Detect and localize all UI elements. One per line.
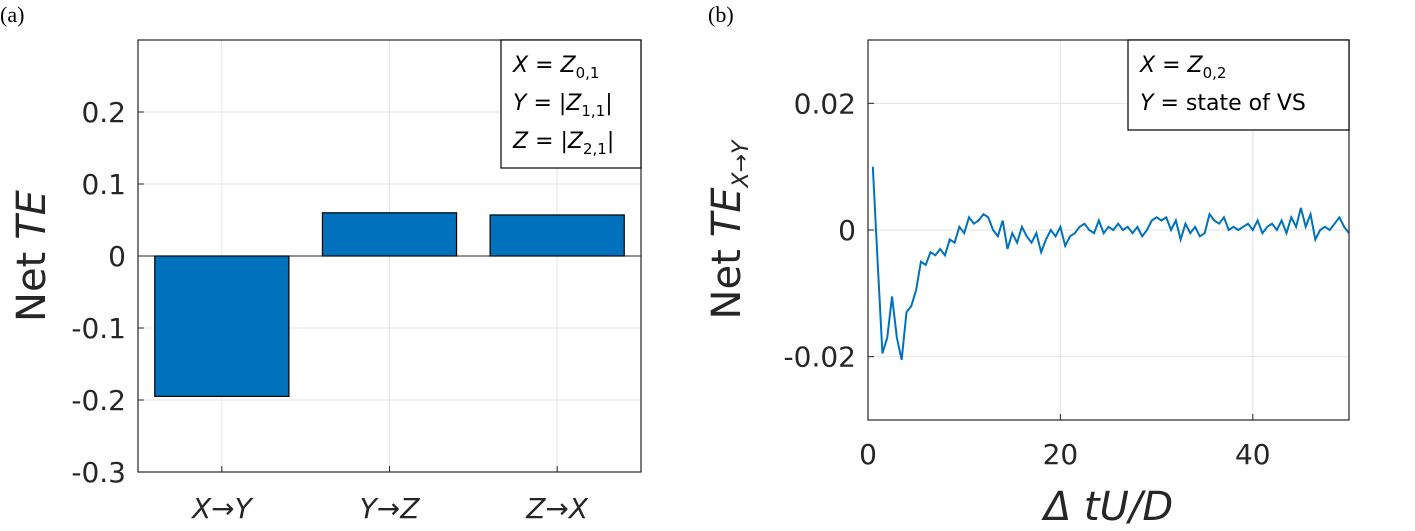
y-label-italic: TE bbox=[9, 189, 55, 239]
panel-label: (a) bbox=[0, 2, 24, 27]
line bbox=[871, 166, 1350, 361]
x-tick-label: 20 bbox=[1043, 438, 1079, 471]
y-tick-label: 0.1 bbox=[81, 168, 126, 201]
annotation: X = Z0,2 bbox=[1139, 53, 1226, 82]
x-tick-label: Y→Z bbox=[360, 492, 421, 525]
axes-frame bbox=[137, 39, 642, 473]
bar bbox=[321, 212, 458, 257]
annotation-sub: 2,1 bbox=[583, 140, 607, 158]
y-label-italic: TE bbox=[704, 187, 750, 237]
y-label-text: Net bbox=[9, 252, 55, 322]
y-tick-label: -0.02 bbox=[784, 341, 856, 374]
annotation-name: Y bbox=[513, 91, 528, 116]
y-tick-label: -0.2 bbox=[71, 384, 126, 417]
annotation-tail: | bbox=[605, 91, 612, 116]
annotation-value: state of VS bbox=[1186, 91, 1306, 116]
y-tick-label: 0.2 bbox=[81, 96, 126, 129]
y-tick-label: 0 bbox=[838, 214, 856, 247]
annotation-box bbox=[1127, 39, 1350, 131]
annotation-value: |Z bbox=[559, 91, 582, 116]
annotation-value: Z bbox=[1187, 53, 1204, 78]
annotation-sub: 1,1 bbox=[581, 102, 605, 120]
x-tick-label: 0 bbox=[859, 438, 877, 471]
annotation-name: Y bbox=[1140, 91, 1155, 116]
x-tick-label: 40 bbox=[1235, 438, 1271, 471]
y-tick-label: 0.02 bbox=[794, 87, 856, 120]
bar bbox=[154, 255, 290, 397]
x-axis-label: Δ tU/D bbox=[1041, 484, 1173, 530]
annotation-op: = bbox=[533, 91, 551, 116]
x-tick-label: X→Y bbox=[190, 492, 254, 525]
annotation-name: Z bbox=[512, 129, 529, 154]
annotation-op: = bbox=[1160, 91, 1178, 116]
annotation-op: = bbox=[1162, 53, 1180, 78]
axes-frame bbox=[867, 39, 1350, 421]
y-label-sub: X→Y bbox=[729, 139, 754, 189]
annotation-sub: 0,1 bbox=[576, 64, 600, 82]
y-label-text: Net bbox=[704, 249, 750, 319]
annotation-op: = bbox=[535, 53, 553, 78]
annotation-tail: | bbox=[607, 129, 614, 154]
y-axis-label: Net TEX→Y bbox=[704, 139, 754, 319]
annotation-name: X bbox=[1139, 53, 1156, 78]
bar bbox=[489, 214, 625, 257]
annotation: Y = |Z1,1| bbox=[513, 91, 613, 120]
y-tick-label: -0.1 bbox=[71, 312, 126, 345]
annotation-value: |Z bbox=[561, 129, 584, 154]
x-tick-label: Z→X bbox=[525, 492, 589, 525]
annotation-box bbox=[500, 39, 642, 169]
annotation-name: X bbox=[512, 53, 529, 78]
y-axis-label: Net TE bbox=[9, 189, 55, 322]
y-tick-label: -0.3 bbox=[71, 456, 126, 489]
panel-label: (b) bbox=[708, 2, 734, 27]
annotation: Z = |Z2,1| bbox=[512, 129, 614, 158]
y-tick-label: 0 bbox=[108, 240, 126, 273]
annotation-sub: 0,2 bbox=[1203, 64, 1227, 82]
annotation-value: Z bbox=[560, 53, 577, 78]
annotation-op: = bbox=[535, 129, 553, 154]
annotation: X = Z0,1 bbox=[512, 53, 599, 82]
annotation: Y = state of VS bbox=[1140, 91, 1306, 116]
